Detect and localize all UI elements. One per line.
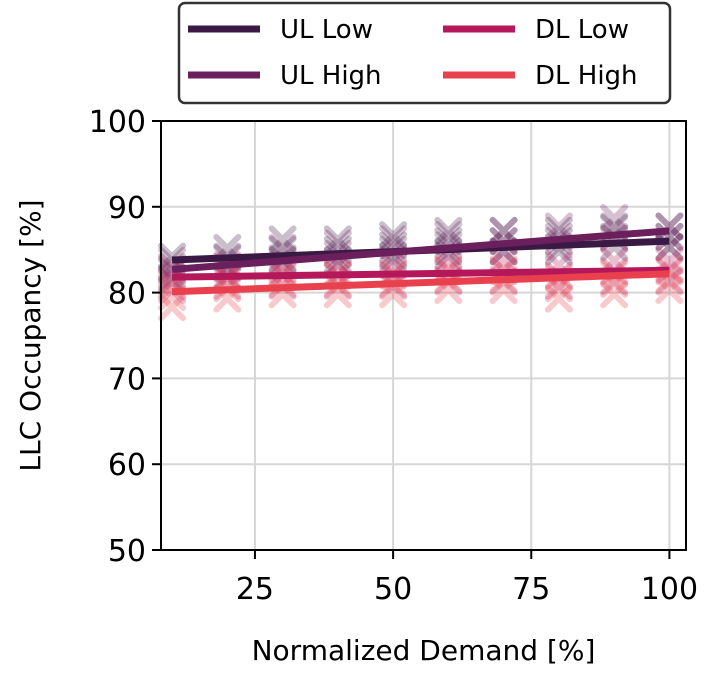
trend-line-ul-high (171, 227, 670, 273)
scatter-marker-ul-low (323, 225, 352, 254)
scatter-marker-ul-low (268, 225, 297, 254)
x-axis-ticks: 25 50 75 100 (236, 550, 698, 607)
x-tick-label: 75 (512, 572, 550, 607)
scatter-marker-dl-high (544, 284, 573, 313)
trend-line-dl-low (172, 266, 670, 281)
y-tick-label: 100 (89, 105, 146, 140)
grid (161, 120, 686, 551)
y-axis-ticks: 50 60 70 80 90 100 (89, 105, 161, 569)
y-axis-label: LLC Occupancy [%] (14, 199, 47, 471)
scatter-marker-ul-low (489, 216, 518, 245)
scatter-marker-ul-high (489, 216, 518, 245)
legend-label-dl-low: DL Low (535, 15, 629, 45)
scatter-marker-dl-low (489, 246, 518, 275)
legend-frame (177, 1, 672, 105)
x-tick-label: 25 (236, 572, 274, 607)
plot-frame (160, 120, 687, 551)
y-tick-label: 80 (108, 277, 146, 312)
scatter-marker-dl-low (158, 265, 187, 294)
y-tick-label: 60 (108, 448, 146, 483)
scatter-marker-dl-high (600, 280, 629, 309)
scatter-marker-dl-low (434, 246, 463, 275)
legend-label-dl-high: DL High (535, 61, 638, 91)
scatter-marker-dl-high (655, 276, 684, 305)
scatter-marker-ul-low (434, 216, 463, 245)
legend: UL Low UL High DL Low DL High (177, 1, 672, 105)
scatter-marker-dl-high (158, 293, 187, 322)
y-tick-label: 50 (108, 534, 146, 569)
trend-lines (171, 227, 670, 296)
trend-line-dl-high (171, 270, 670, 296)
x-tick-label: 50 (374, 572, 412, 607)
x-tick-label: 100 (641, 572, 698, 607)
scatter-marker-ul-low (379, 221, 408, 250)
x-axis-label: Normalized Demand [%] (252, 634, 596, 667)
scatter-marker-ul-high (600, 203, 629, 232)
scatter-marker-ul-high (434, 221, 463, 250)
scatter-marker-ul-high (544, 212, 573, 241)
legend-label-ul-high: UL High (280, 61, 382, 91)
scatter-marker-ul-high (379, 225, 408, 254)
y-tick-label: 70 (108, 362, 146, 397)
y-tick-label: 90 (108, 191, 146, 226)
legend-label-ul-low: UL Low (280, 15, 373, 45)
